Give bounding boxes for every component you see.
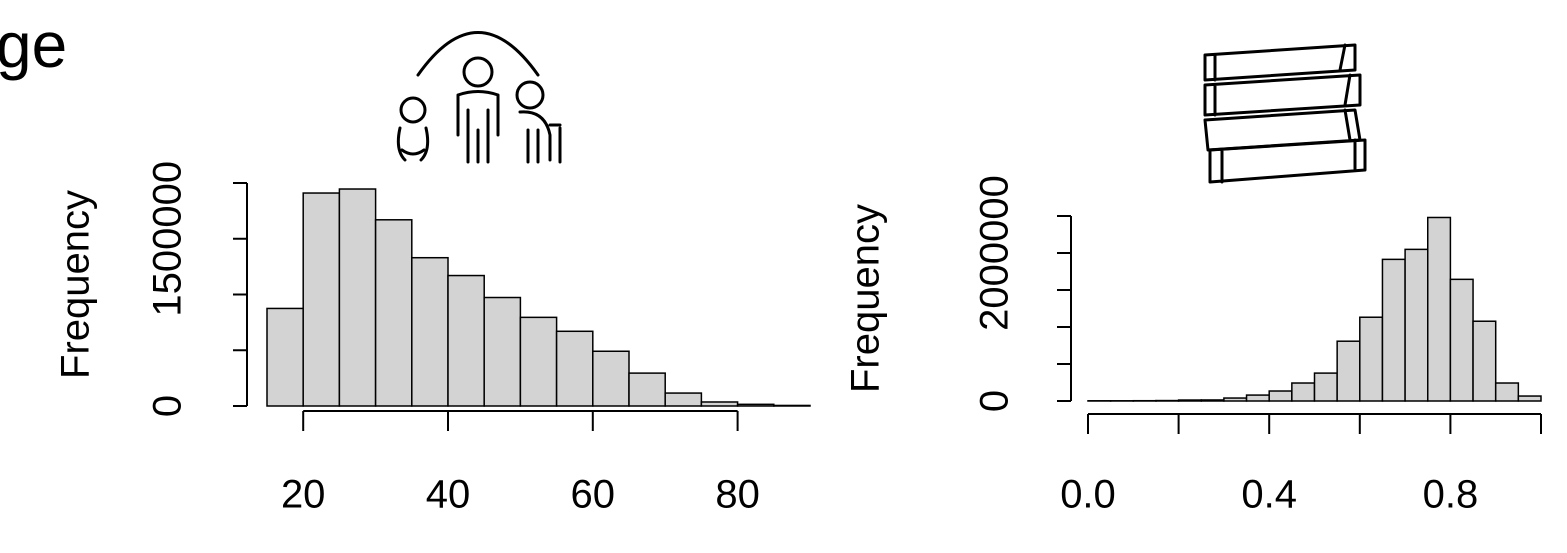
x-tick-label: 0.0 <box>1060 473 1116 517</box>
bar <box>592 350 630 407</box>
bar <box>266 307 304 407</box>
bar <box>1223 397 1248 402</box>
books-icon <box>1203 43 1367 184</box>
x-tick-label: 40 <box>426 473 471 517</box>
bar <box>555 330 594 407</box>
chart-title: ge <box>0 9 67 81</box>
bar <box>338 188 377 407</box>
y-tick-label: 2000000 <box>973 175 1017 331</box>
bar <box>1359 316 1384 402</box>
bar <box>1517 395 1542 402</box>
x-tick-label: 80 <box>715 473 760 517</box>
bar <box>1381 258 1406 402</box>
y-axis-title: Frequency <box>844 204 888 393</box>
x-tick-label: 0.8 <box>1423 473 1479 517</box>
x-tick-label: 0.4 <box>1241 473 1297 517</box>
bar <box>628 372 666 407</box>
bar <box>302 192 341 407</box>
bar <box>1313 372 1338 402</box>
bar <box>1494 382 1520 402</box>
bar <box>1449 278 1474 402</box>
bar <box>1177 399 1202 402</box>
y-axis-title: Frequency <box>54 190 98 379</box>
bar <box>1336 340 1361 402</box>
y-tick-label: 0 <box>973 390 1017 412</box>
bar <box>1268 390 1293 402</box>
bar <box>374 219 413 407</box>
bar <box>700 401 739 407</box>
bar <box>1472 320 1497 402</box>
y-tick-label: 0 <box>146 395 190 417</box>
bar <box>1291 382 1316 402</box>
x-tick-label: 60 <box>571 473 616 517</box>
bar <box>1427 216 1452 402</box>
bar <box>1200 399 1225 402</box>
bar <box>447 274 485 407</box>
age-icon <box>396 31 562 164</box>
x-tick-label: 20 <box>281 473 326 517</box>
bar <box>736 403 775 407</box>
y-tick-label: 1500000 <box>146 161 190 317</box>
bar <box>664 392 703 407</box>
bar <box>483 296 522 407</box>
bar <box>519 316 558 407</box>
bar <box>411 256 449 407</box>
bar <box>1404 248 1429 402</box>
bar <box>1245 394 1270 402</box>
bar <box>773 404 811 407</box>
